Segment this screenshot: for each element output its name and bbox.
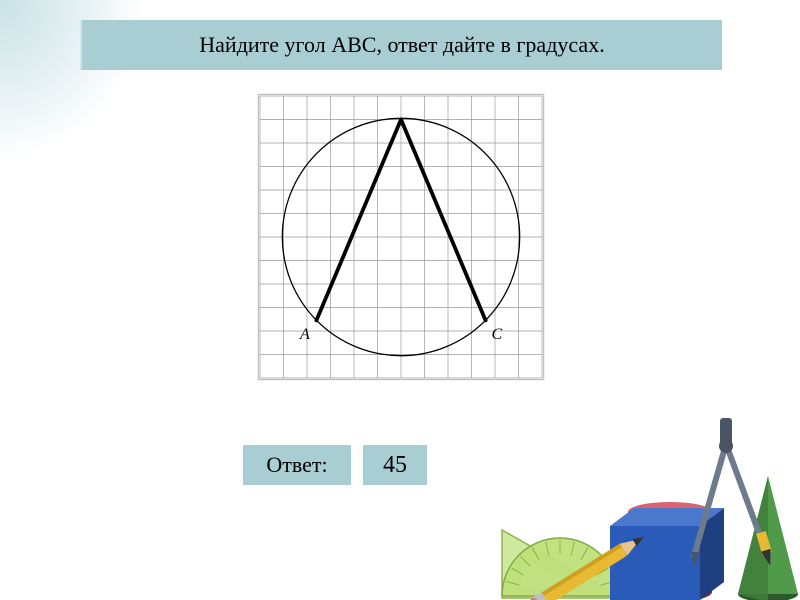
svg-text:C: C xyxy=(491,326,502,343)
geometry-figure: AC xyxy=(258,94,544,380)
answer-value: 45 xyxy=(383,452,407,479)
svg-text:A: A xyxy=(299,326,310,343)
answer-row: Ответ: 45 xyxy=(243,445,427,485)
decor-svg xyxy=(480,400,800,600)
answer-label-box: Ответ: xyxy=(243,445,351,485)
answer-label: Ответ: xyxy=(266,452,327,478)
question-title-box: Найдите угол АВС, ответ дайте в градусах… xyxy=(80,20,722,70)
answer-value-box: 45 xyxy=(363,445,427,485)
decorative-shapes xyxy=(480,400,800,600)
slide-root: Найдите угол АВС, ответ дайте в градусах… xyxy=(0,0,800,600)
question-text: Найдите угол АВС, ответ дайте в градусах… xyxy=(199,32,604,58)
figure-svg: AC xyxy=(259,95,543,379)
